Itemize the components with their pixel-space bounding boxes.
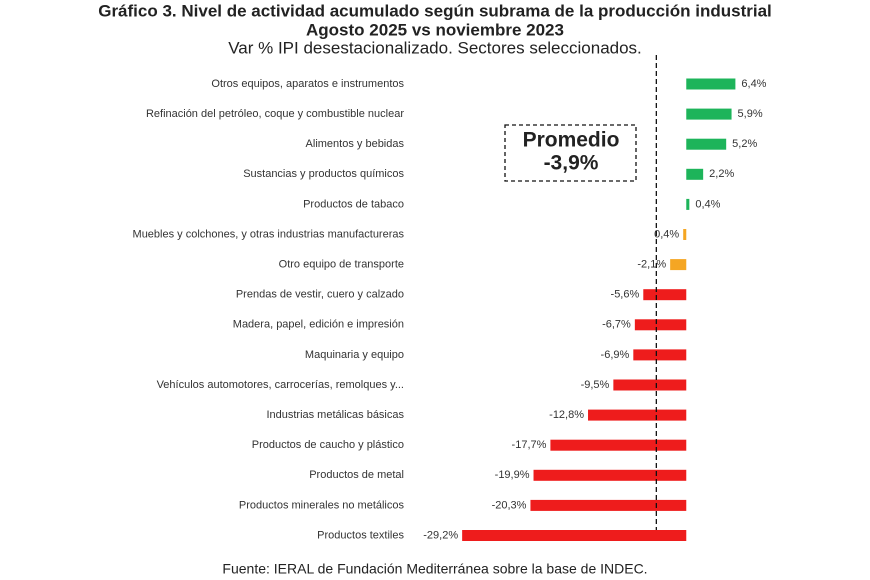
bar [686,78,736,90]
bar [634,319,687,331]
category-label: Refinación del petróleo, coque y combust… [146,108,404,120]
category-label: Muebles y colchones, y otras industrias … [133,228,405,240]
bar [683,229,687,240]
value-label: 6,4% [741,78,766,90]
value-label: -19,9% [495,469,530,481]
value-label: 0,4% [654,228,679,240]
bar [530,499,687,511]
category-label: Sustancias y productos químicos [243,168,404,180]
bar [613,379,687,391]
category-label: Otros equipos, aparatos e instrumentos [211,78,404,90]
category-label: Maquinaria y equipo [305,349,404,361]
value-label: -5,6% [611,289,640,301]
bar [533,469,687,481]
value-label: -9,5% [581,379,610,391]
source: Fuente: IERAL de Fundación Mediterránea … [222,561,647,577]
value-label: -6,9% [601,349,630,361]
chart-title: Gráfico 3. Nivel de actividad acumulado … [98,1,772,20]
value-label: -2,1% [637,259,666,271]
category-label: Alimentos y bebidas [306,138,405,150]
category-label: Madera, papel, edición e impresión [233,319,404,331]
category-label: Productos de caucho y plástico [252,439,404,451]
category-label: Prendas de vestir, cuero y calzado [236,289,404,301]
bar [588,409,687,421]
bar [643,289,687,301]
bar [670,259,687,271]
bar [686,138,727,150]
value-label: -17,7% [512,439,547,451]
value-label: 5,2% [732,138,757,150]
category-label: Productos de metal [309,469,404,481]
category-label: Vehículos automotores, carrocerías, remo… [157,379,404,391]
value-label: -20,3% [492,499,527,511]
bar [686,168,704,180]
value-label: -29,2% [423,529,458,541]
average-box [504,124,637,182]
category-label: Industrias metálicas básicas [266,409,404,421]
chart-title-line2: Agosto 2025 vs noviembre 2023 [306,20,564,39]
bar [686,108,732,120]
bar [686,198,690,210]
category-label: Productos minerales no metálicos [239,499,405,511]
average-title: Promedio [523,129,620,152]
bar [633,349,687,361]
chart-subtitle: Var % IPI desestacionalizado. Sectores s… [228,38,642,57]
value-label: 5,9% [738,108,763,120]
category-label: Productos de tabaco [303,198,404,210]
category-label: Otro equipo de transporte [279,259,404,271]
average-value: -3,9% [544,152,599,175]
value-label: 2,2% [709,168,734,180]
bar [550,439,687,451]
value-label: 0,4% [695,198,720,210]
value-label: -12,8% [549,409,584,421]
bar [462,530,687,541]
value-label: -6,7% [602,319,631,331]
category-label: Productos textiles [317,529,404,541]
